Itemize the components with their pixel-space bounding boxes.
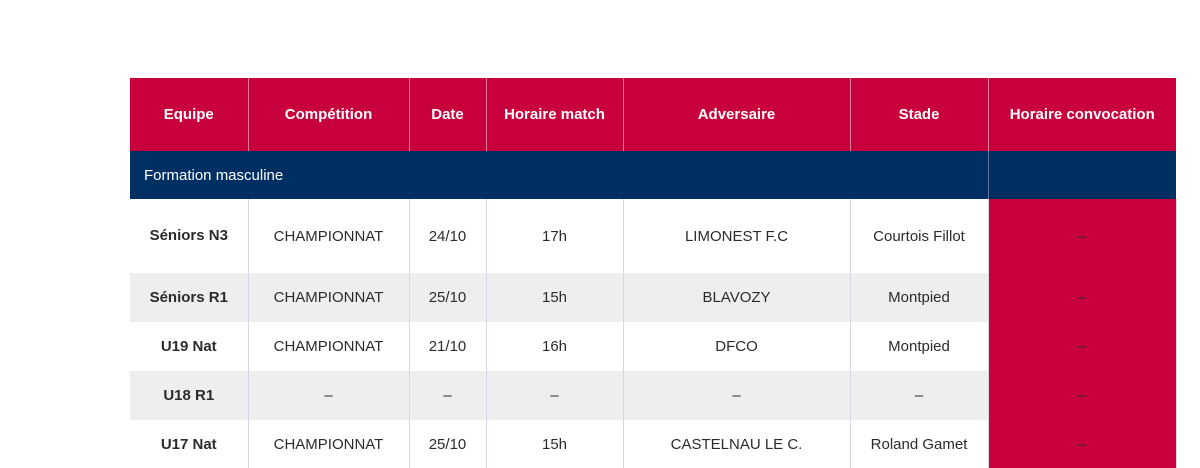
match-time-cell: – bbox=[486, 371, 624, 420]
section-label: Formation masculine bbox=[130, 151, 988, 199]
date-cell: – bbox=[409, 371, 487, 420]
match-time-cell: 15h bbox=[486, 420, 624, 468]
competition-cell: CHAMPIONNAT bbox=[248, 199, 410, 273]
opponent-cell: CASTELNAU LE C. bbox=[623, 420, 851, 468]
competition-cell: CHAMPIONNAT bbox=[248, 322, 410, 371]
date-cell: 25/10 bbox=[409, 273, 487, 322]
header-convocation-time: Horaire convocation bbox=[988, 78, 1176, 151]
table-row: U19 Nat CHAMPIONNAT 21/10 16h DFCO Montp… bbox=[130, 322, 1177, 371]
header-team: Equipe bbox=[130, 78, 249, 151]
match-time-cell: 17h bbox=[486, 199, 624, 273]
competition-cell: CHAMPIONNAT bbox=[248, 420, 410, 468]
team-cell: Séniors N3 bbox=[130, 199, 249, 273]
match-time-cell: 15h bbox=[486, 273, 624, 322]
header-date: Date bbox=[409, 78, 487, 151]
table-row: Séniors N3 CHAMPIONNAT 24/10 17h LIMONES… bbox=[130, 199, 1177, 273]
section-convocation-cell bbox=[987, 151, 1176, 199]
opponent-cell: BLAVOZY bbox=[623, 273, 851, 322]
convocation-cell: – bbox=[988, 199, 1177, 273]
header-stadium: Stade bbox=[850, 78, 989, 151]
date-cell: 25/10 bbox=[409, 420, 487, 468]
header-competition: Compétition bbox=[248, 78, 410, 151]
table-row: U18 R1 – – – – – – bbox=[130, 371, 1177, 420]
opponent-cell: LIMONEST F.C bbox=[623, 199, 851, 273]
team-cell: U19 Nat bbox=[130, 322, 249, 371]
date-cell: 24/10 bbox=[409, 199, 487, 273]
section-row: Formation masculine bbox=[130, 151, 1176, 199]
convocation-cell: – bbox=[988, 371, 1177, 420]
stadium-cell: – bbox=[850, 371, 989, 420]
table-header-row: Equipe Compétition Date Horaire match Ad… bbox=[130, 78, 1176, 151]
header-opponent: Adversaire bbox=[623, 78, 851, 151]
convocation-cell: – bbox=[988, 322, 1177, 371]
table-row: Séniors R1 CHAMPIONNAT 25/10 15h BLAVOZY… bbox=[130, 273, 1177, 322]
team-cell: Séniors R1 bbox=[130, 273, 249, 322]
table-row: U17 Nat CHAMPIONNAT 25/10 15h CASTELNAU … bbox=[130, 420, 1177, 468]
team-cell: U18 R1 bbox=[130, 371, 249, 420]
competition-cell: CHAMPIONNAT bbox=[248, 273, 410, 322]
stadium-cell: Courtois Fillot bbox=[850, 199, 989, 273]
match-schedule-table: Equipe Compétition Date Horaire match Ad… bbox=[130, 78, 1177, 468]
opponent-cell: – bbox=[623, 371, 851, 420]
match-time-cell: 16h bbox=[486, 322, 624, 371]
convocation-cell: – bbox=[988, 273, 1177, 322]
header-match-time: Horaire match bbox=[486, 78, 624, 151]
team-cell: U17 Nat bbox=[130, 420, 249, 468]
stadium-cell: Montpied bbox=[850, 322, 989, 371]
date-cell: 21/10 bbox=[409, 322, 487, 371]
opponent-cell: DFCO bbox=[623, 322, 851, 371]
convocation-cell: – bbox=[988, 420, 1177, 468]
stadium-cell: Montpied bbox=[850, 273, 989, 322]
stadium-cell: Roland Gamet bbox=[850, 420, 989, 468]
competition-cell: – bbox=[248, 371, 410, 420]
